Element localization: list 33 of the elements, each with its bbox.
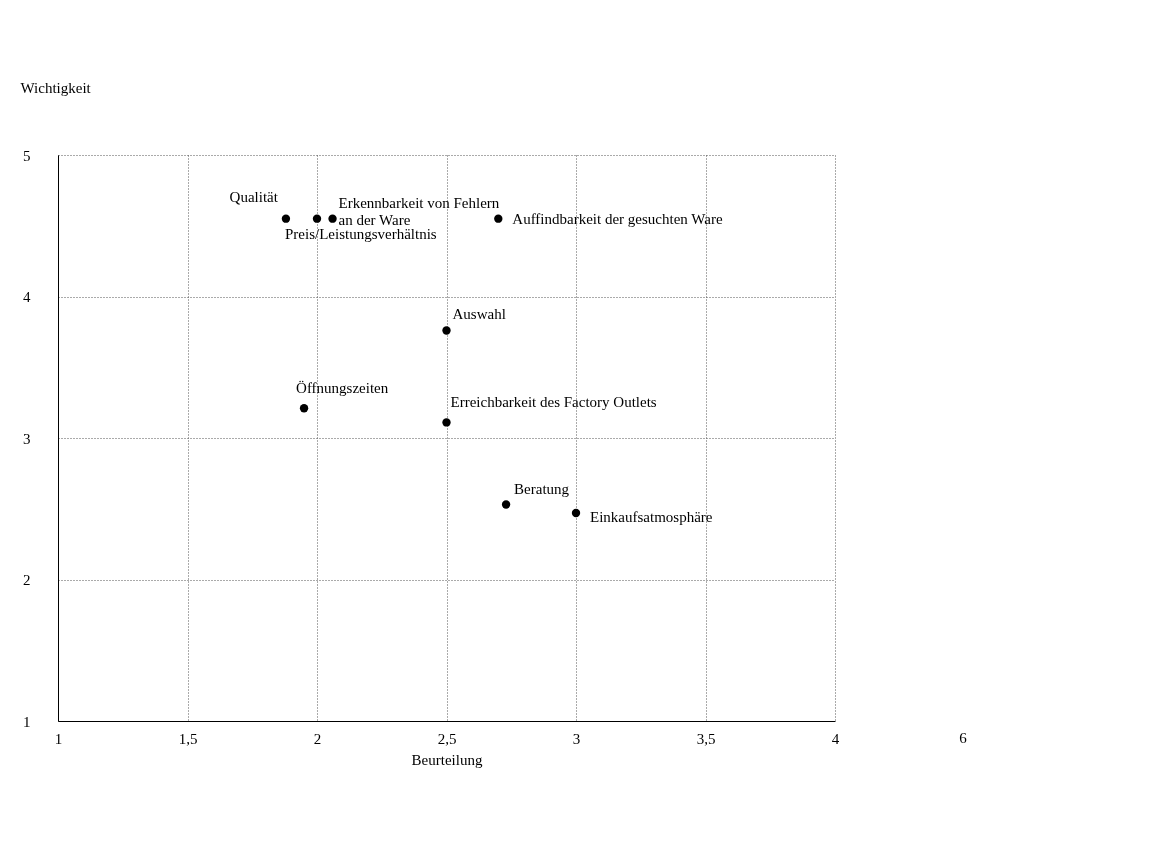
- y-axis-title: Wichtigkeit: [20, 79, 92, 96]
- point: [281, 214, 291, 223]
- x-tick-label: 2: [313, 730, 322, 747]
- x-tick-label: 1,5: [178, 730, 198, 747]
- annotation: Auswahl: [452, 306, 506, 323]
- x-tick-label: 3,5: [696, 730, 716, 747]
- y-tick-label: 5: [23, 147, 31, 164]
- point: [312, 214, 322, 223]
- x-tick-label: 3: [572, 730, 581, 747]
- point: [442, 418, 451, 427]
- point: [501, 500, 511, 509]
- annotation: Öffnungszeiten: [296, 380, 389, 397]
- y-tick-label: 3: [23, 430, 31, 447]
- annotation: Erreichbarkeit des Factory Outlets: [450, 394, 657, 411]
- x-axis-title: Beurteilung: [411, 751, 483, 768]
- point: [442, 326, 451, 335]
- annotation: Preis/Leistungsverhältnis: [285, 225, 437, 242]
- x-tick-label: 1: [54, 730, 63, 747]
- point: [299, 404, 309, 413]
- point: [494, 214, 503, 223]
- y-tick-label: 1: [23, 713, 31, 730]
- x-tick-label: 4: [831, 730, 840, 747]
- annotation: Erkennbarkeit von Fehlern an der Ware: [338, 194, 500, 228]
- annotation: Auffindbarkeit der gesuchten Ware: [512, 210, 723, 227]
- y-tick-label: 2: [23, 572, 31, 588]
- annotation: Qualität: [229, 188, 279, 205]
- y-tick-label: 4: [23, 289, 31, 305]
- x-tick-label: 2,5: [437, 730, 457, 747]
- point: [571, 508, 581, 518]
- point: [328, 214, 337, 223]
- annotation: Einkaufsatmosphäre: [590, 508, 713, 525]
- text: 6: [959, 730, 968, 746]
- annotation: Beratung: [514, 480, 570, 497]
